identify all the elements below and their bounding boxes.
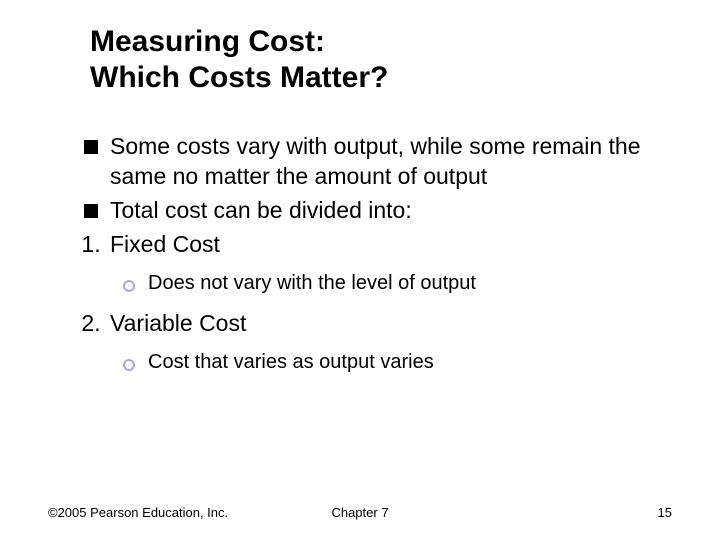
number-marker: 2. [72,309,110,339]
bullet-item: Some costs vary with output, while some … [72,132,672,192]
sub-bullet-text: Does not vary with the level of output [148,270,672,296]
title-line-2: Which Costs Matter? [90,61,388,94]
numbered-item: 2. Variable Cost [72,309,672,339]
square-bullet-icon [72,196,110,226]
sub-bullet-text: Cost that varies as output varies [148,349,672,375]
footer-page-number: 15 [658,505,672,520]
bullet-text: Some costs vary with output, while some … [110,132,672,192]
slide: Measuring Cost: Which Costs Matter? Some… [0,0,720,540]
slide-body: Some costs vary with output, while some … [72,132,672,379]
sub-bullet-item: Does not vary with the level of output [110,270,672,300]
numbered-item: 1. Fixed Cost [72,230,672,260]
sub-bullet-item: Cost that varies as output varies [110,349,672,379]
bullet-item: Total cost can be divided into: [72,196,672,226]
circle-bullet-icon [110,349,148,379]
footer-copyright: ©2005 Pearson Education, Inc. [48,505,228,520]
footer-chapter: Chapter 7 [331,505,388,520]
circle-bullet-icon [110,270,148,300]
square-bullet-icon [72,132,110,162]
bullet-text: Total cost can be divided into: [110,196,672,226]
numbered-text: Variable Cost [110,309,672,339]
number-marker: 1. [72,230,110,260]
numbered-text: Fixed Cost [110,230,672,260]
slide-footer: ©2005 Pearson Education, Inc. Chapter 7 … [0,505,720,520]
slide-title: Measuring Cost: Which Costs Matter? [90,24,672,96]
title-line-1: Measuring Cost: [90,25,325,58]
